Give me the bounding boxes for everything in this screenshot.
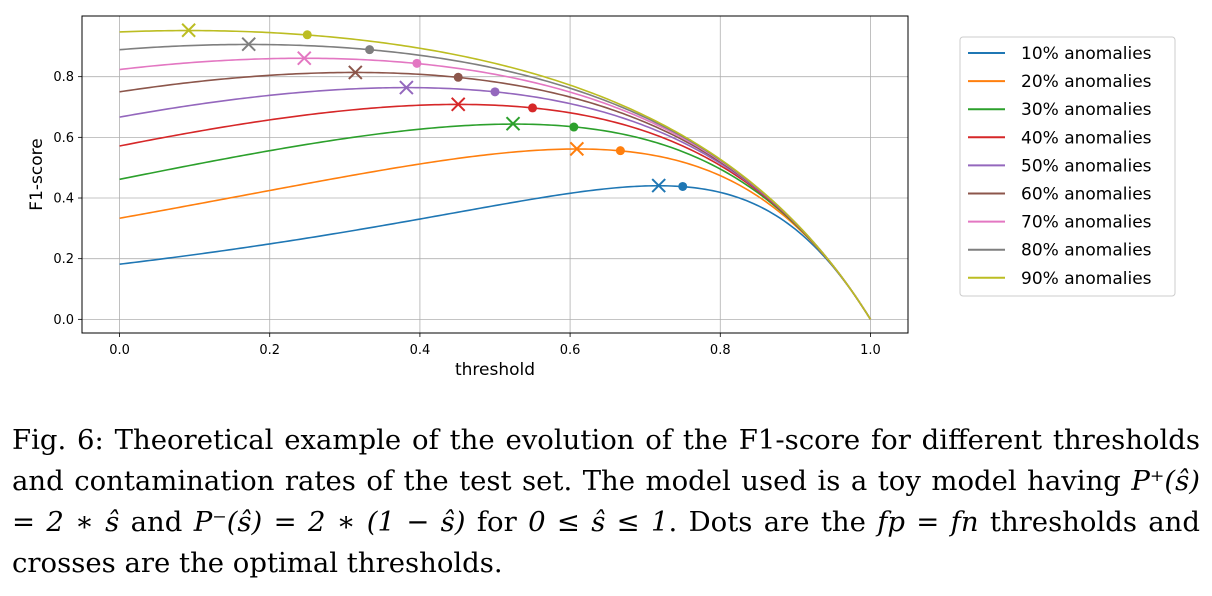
- legend-label: 80% anomalies: [1021, 241, 1152, 261]
- series-curves: [119, 29, 872, 320]
- axis-ticks: 0.0 0.2 0.4 0.6 0.8 1.0 0.0 0.2 0.4 0.6 0.8: [53, 70, 880, 358]
- optimal-cross: [450, 97, 466, 112]
- caption-text-3: thresholds and crosses are the optimal t…: [12, 506, 1200, 579]
- chart-legend: 10% anomalies 20% anomalies 30% anomalies 4…: [959, 36, 1176, 297]
- caption-formula-positive: P⁺(ŝ) = 2 ∗ ŝ: [12, 465, 1200, 538]
- fp-fn-dot: [528, 103, 538, 113]
- caption-text-2: . Dots are the: [668, 506, 866, 538]
- series-line: [119, 86, 872, 320]
- x-tick-label: 0.6: [560, 343, 581, 358]
- x-tick-label: 0.2: [259, 343, 280, 358]
- legend-label: 90% anomalies: [1021, 269, 1152, 289]
- x-tick-label: 0.4: [410, 343, 431, 358]
- y-tick-label: 0.0: [53, 313, 74, 328]
- caption-for: for: [476, 506, 517, 538]
- fp-fn-dot: [453, 72, 463, 82]
- x-tick-label: 0.0: [109, 343, 130, 358]
- legend-label: 10% anomalies: [1021, 44, 1152, 64]
- optimal-cross: [505, 116, 521, 131]
- legend-label: 70% anomalies: [1021, 213, 1152, 233]
- f1-threshold-chart: 0.0 0.2 0.4 0.6 0.8 1.0 0.0 0.2 0.4 0.6 0.8 thresh…: [27, 15, 1176, 380]
- optimal-cross: [651, 178, 666, 193]
- optimal-cross: [569, 141, 585, 157]
- x-tick-label: 1.0: [860, 343, 881, 358]
- caption-formula-fp-fn: fp = fn: [877, 506, 979, 538]
- caption-label: Fig. 6:: [12, 424, 104, 456]
- optimal-cross: [297, 50, 312, 66]
- y-tick-label: 0.6: [53, 131, 74, 146]
- fp-fn-dot: [490, 87, 500, 97]
- fp-fn-dot: [412, 58, 422, 68]
- legend-label: 60% anomalies: [1021, 185, 1152, 205]
- series-line: [119, 43, 872, 320]
- optimal-cross: [348, 65, 363, 80]
- optimal-cross: [399, 80, 414, 95]
- legend-label: 40% anomalies: [1021, 128, 1152, 148]
- series-line: [119, 148, 872, 320]
- caption-formula-negative: P⁻(ŝ) = 2 ∗ (1 − ŝ): [193, 506, 466, 538]
- figure-caption: Fig. 6: Theoretical example of the evolu…: [12, 420, 1200, 584]
- y-tick-label: 0.2: [53, 252, 74, 267]
- legend-label: 50% anomalies: [1021, 156, 1152, 176]
- fp-fn-dot: [615, 146, 625, 156]
- y-tick-label: 0.4: [53, 192, 74, 207]
- fp-fn-dot: [302, 30, 312, 40]
- caption-and: and: [130, 506, 183, 538]
- y-tick-label: 0.8: [53, 70, 74, 85]
- caption-range: 0 ≤ ŝ ≤ 1: [528, 506, 669, 538]
- series-line: [119, 103, 872, 320]
- fp-fn-dot: [678, 181, 688, 191]
- fp-fn-dot: [569, 122, 579, 132]
- fp-fn-dot: [365, 45, 375, 55]
- optimal-cross: [241, 37, 256, 52]
- x-axis-title: threshold: [455, 360, 535, 380]
- plot-frame: [81, 15, 909, 334]
- y-axis-title: F1-score: [27, 138, 47, 210]
- series-markers: [181, 23, 688, 193]
- optimal-cross: [181, 23, 196, 38]
- series-line: [119, 123, 872, 320]
- legend-label: 30% anomalies: [1021, 100, 1152, 120]
- legend-box: [959, 36, 1176, 297]
- series-line: [119, 184, 872, 320]
- series-line: [119, 29, 872, 320]
- x-tick-label: 0.8: [710, 343, 731, 358]
- legend-label: 20% anomalies: [1021, 72, 1152, 92]
- caption-text: Theoretical example of the evolution of …: [12, 424, 1200, 497]
